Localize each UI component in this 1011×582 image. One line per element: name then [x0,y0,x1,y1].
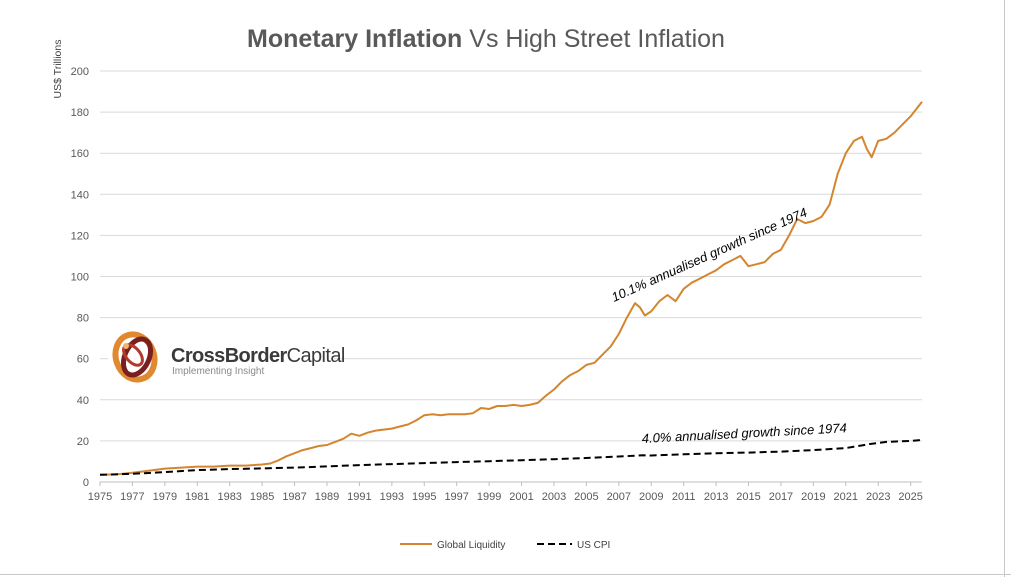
y-tick-label: 20 [77,436,89,448]
x-tick-label: 1985 [250,491,274,503]
x-tick-label: 1997 [444,491,468,503]
right-border [1004,0,1005,577]
x-tick-label: 1979 [153,491,177,503]
bottom-border [0,574,1011,575]
logo-tagline: Implementing Insight [172,366,264,377]
x-tick-label: 2013 [704,491,728,503]
x-tick-label: 1993 [380,491,404,503]
chart-title-bold: Monetary Inflation [247,25,462,53]
x-tick-label: 1983 [217,491,241,503]
y-axis-label: US$ Trillions [52,40,64,99]
x-tick-label: 2019 [801,491,825,503]
x-tick-label: 2025 [898,491,922,503]
x-tick-label: 2017 [769,491,793,503]
y-tick-label: 60 [77,354,89,366]
legend: Global Liquidity US CPI [400,540,610,551]
x-tick-label: 2015 [736,491,760,503]
logo-name-rest: Capital [287,345,345,367]
x-tick-label: 1975 [88,491,112,503]
x-tick-label: 1995 [412,491,436,503]
logo-name-bold: CrossBorder [171,345,287,367]
company-logo: CrossBorderCapital Implementing Insight [108,322,345,384]
annotation-liquidity-growth: 10.1% annualised growth since 1974 [609,205,809,305]
y-tick-labels: 0 20 40 60 80 100 120 140 160 180 200 [71,66,89,489]
y-tick-label: 100 [71,272,89,284]
x-tick-label: 1989 [315,491,339,503]
x-tick-label: 2005 [574,491,598,503]
x-tick-labels: 1975 1977 1979 1981 1983 1985 1987 1989 1991 1993… [88,482,923,503]
series-lines [99,101,923,476]
x-tick-label: 2007 [607,491,631,503]
legend-label-global-liquidity: Global Liquidity [437,540,505,551]
logo-swirl-icon [112,331,158,383]
x-tick-label: 2009 [639,491,663,503]
x-tick-label: 2023 [866,491,890,503]
legend-label-us-cpi: US CPI [577,540,610,551]
chart-title: Monetary Inflation Vs High Street Inflat… [247,25,725,53]
series-line-us-cpi [99,438,923,476]
x-tick-label: 1977 [120,491,144,503]
logo-name: CrossBorderCapital [171,345,345,367]
x-tick-label: 1999 [477,491,501,503]
x-tick-label: 1981 [185,491,209,503]
x-tick-label: 1991 [347,491,371,503]
x-tick-label: 1987 [282,491,306,503]
x-tick-label: 2001 [509,491,533,503]
x-tick-label: 2011 [672,491,696,503]
y-tick-label: 80 [77,313,89,325]
y-tick-label: 160 [71,148,89,160]
series-line-global-liquidity [99,101,923,476]
y-tick-label: 40 [77,395,89,407]
x-tick-label: 2021 [834,491,858,503]
y-tick-label: 180 [71,107,89,119]
y-tick-label: 200 [71,66,89,78]
y-tick-label: 0 [83,477,89,489]
grid-lines [100,70,922,483]
chart-title-rest: Vs High Street Inflation [462,25,725,53]
x-tick-label: 2003 [542,491,566,503]
y-tick-label: 120 [71,230,89,242]
annotation-cpi-growth: 4.0% annualised growth since 1974 [641,420,847,446]
y-tick-label: 140 [71,189,89,201]
